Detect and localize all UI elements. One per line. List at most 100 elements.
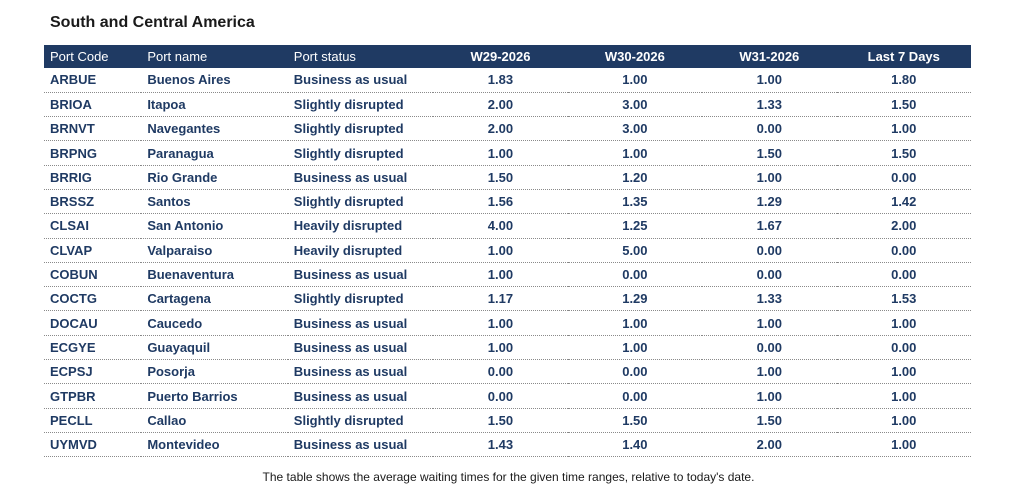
table-row: BRRIG Rio Grande Business as usual 1.50 1.20… — [44, 165, 971, 190]
w30-cell: 1.00 — [567, 140, 703, 166]
w30-cell: 1.20 — [567, 165, 703, 190]
port-name-cell: Callao — [141, 408, 288, 433]
w30-cell: 1.50 — [567, 408, 703, 433]
table-row: COCTG Cartagena Slightly disrupted 1.17 1.29… — [44, 286, 971, 312]
table-row: DOCAU Caucedo Business as usual 1.00 1.00 1.0… — [44, 310, 971, 336]
port-name-cell: Buenaventura — [141, 262, 288, 288]
port-name-cell: Buenos Aires — [141, 68, 288, 93]
w29-cell: 2.00 — [433, 116, 568, 142]
table-row: BRSSZ Santos Slightly disrupted 1.56 1.35 1.2… — [44, 189, 971, 215]
w31-cell: 1.00 — [702, 68, 837, 93]
w31-cell: 0.00 — [702, 238, 837, 263]
last-7-days-cell: 1.00 — [836, 116, 971, 142]
w29-cell: 1.00 — [433, 310, 568, 336]
last-7-days-cell: 1.50 — [836, 140, 971, 166]
last-7-days-cell: 1.42 — [836, 189, 971, 215]
w29-cell: 1.00 — [433, 335, 568, 361]
port-status-cell: Business as usual — [287, 383, 434, 409]
w30-cell: 1.00 — [567, 68, 703, 93]
port-name-cell: San Antonio — [141, 213, 288, 239]
port-name-cell: Santos — [141, 189, 288, 215]
w30-cell: 1.00 — [567, 335, 703, 361]
header-port-code: Port Code — [50, 49, 109, 64]
table-row: CLVAP Valparaiso Heavily disrupted 1.00 5.00… — [44, 238, 971, 263]
port-status-cell: Heavily disrupted — [287, 213, 434, 239]
w29-cell: 1.00 — [433, 262, 568, 288]
port-code-cell: ARBUE — [44, 68, 142, 93]
port-name-cell: Cartagena — [141, 286, 288, 312]
w31-cell: 1.00 — [702, 383, 837, 409]
port-name-cell: Posorja — [141, 359, 288, 385]
w30-cell: 1.29 — [567, 286, 703, 312]
table-row: ARBUE Buenos Aires Business as usual 1.83 1.… — [44, 68, 971, 93]
w31-cell: 0.00 — [702, 262, 837, 288]
w30-cell: 3.00 — [567, 116, 703, 142]
w31-cell: 1.00 — [702, 359, 837, 385]
last-7-days-cell: 2.00 — [836, 213, 971, 239]
last-7-days-cell: 1.00 — [836, 359, 971, 385]
w29-cell: 2.00 — [433, 92, 568, 118]
table-row: COBUN Buenaventura Business as usual 1.00 0.… — [44, 262, 971, 288]
port-status-cell: Slightly disrupted — [287, 408, 434, 433]
port-status-cell: Business as usual — [287, 68, 434, 93]
w30-cell: 1.40 — [567, 432, 703, 458]
w30-cell: 1.35 — [567, 189, 703, 215]
w30-cell: 1.25 — [567, 213, 703, 239]
header-port-status: Port status — [293, 49, 356, 64]
table-title: South and Central America — [50, 14, 255, 31]
w31-cell: 0.00 — [702, 335, 837, 361]
w30-cell: 0.00 — [567, 383, 703, 409]
last-7-days-cell: 1.00 — [836, 383, 971, 409]
last-7-days-cell: 1.00 — [836, 310, 971, 336]
port-code-cell: GTPBR — [44, 383, 142, 409]
w31-cell: 1.33 — [702, 286, 837, 312]
last-7-days-cell: 0.00 — [836, 335, 971, 361]
w29-cell: 1.00 — [433, 140, 568, 166]
last-7-days-cell: 0.00 — [836, 238, 971, 263]
port-name-cell: Guayaquil — [141, 335, 288, 361]
w29-cell: 0.00 — [433, 383, 568, 409]
port-status-cell: Business as usual — [287, 359, 434, 385]
header-w30: W30-2026 — [604, 49, 665, 64]
last-7-days-cell: 1.80 — [836, 68, 971, 93]
port-name-cell: Paranagua — [141, 140, 288, 166]
table-row: PECLL Callao Slightly disrupted 1.50 1.50 1.5… — [44, 408, 971, 433]
port-status-cell: Business as usual — [287, 432, 434, 458]
w29-cell: 0.00 — [433, 359, 568, 385]
header-w29: W29-2026 — [470, 49, 531, 64]
w29-cell: 4.00 — [433, 213, 568, 239]
w31-cell: 1.50 — [702, 140, 837, 166]
port-name-cell: Valparaiso — [141, 238, 288, 263]
table-row: BRPNG Paranagua Slightly disrupted 1.00 1.00… — [44, 140, 971, 166]
port-status-cell: Business as usual — [287, 165, 434, 190]
port-code-cell: UYMVD — [44, 432, 142, 458]
header-w31: W31-2026 — [739, 49, 800, 64]
w31-cell: 1.00 — [702, 310, 837, 336]
port-name-cell: Caucedo — [141, 310, 288, 336]
w30-cell: 3.00 — [567, 92, 703, 118]
port-name-cell: Rio Grande — [141, 165, 288, 190]
port-code-cell: BRSSZ — [44, 189, 142, 215]
w29-cell: 1.50 — [433, 408, 568, 433]
table-row: CLSAI San Antonio Heavily disrupted 4.00 1.2… — [44, 213, 971, 239]
table-footnote: The table shows the average waiting time… — [262, 470, 755, 484]
table-row: BRIOA Itapoa Slightly disrupted 2.00 3.00 1.3… — [44, 92, 971, 118]
port-code-cell: ECGYE — [44, 335, 142, 361]
w29-cell: 1.50 — [433, 165, 568, 190]
port-status-cell: Business as usual — [287, 310, 434, 336]
w31-cell: 2.00 — [702, 432, 837, 458]
last-7-days-cell: 1.00 — [836, 432, 971, 458]
port-code-cell: ECPSJ — [44, 359, 142, 385]
table-row: BRNVT Navegantes Slightly disrupted 2.00 3.0… — [44, 116, 971, 142]
port-status-cell: Slightly disrupted — [287, 189, 434, 215]
port-status-cell: Slightly disrupted — [287, 140, 434, 166]
port-code-cell: BRIOA — [44, 92, 142, 118]
w29-cell: 1.00 — [433, 238, 568, 263]
w31-cell: 0.00 — [702, 116, 837, 142]
w30-cell: 5.00 — [567, 238, 703, 263]
w30-cell: 0.00 — [567, 359, 703, 385]
port-status-cell: Slightly disrupted — [287, 116, 434, 142]
port-code-cell: BRNVT — [44, 116, 142, 142]
w31-cell: 1.29 — [702, 189, 837, 215]
last-7-days-cell: 0.00 — [836, 165, 971, 190]
